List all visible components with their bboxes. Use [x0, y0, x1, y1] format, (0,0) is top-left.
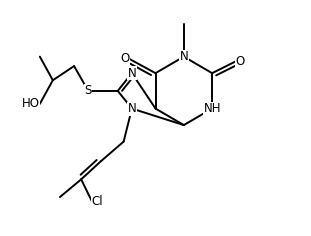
- Text: N: N: [128, 102, 136, 115]
- Text: O: O: [236, 55, 245, 68]
- Text: N: N: [179, 50, 188, 63]
- Text: Cl: Cl: [92, 194, 103, 208]
- Text: S: S: [85, 84, 92, 97]
- Text: N: N: [128, 67, 136, 80]
- Text: HO: HO: [22, 97, 40, 110]
- Text: O: O: [120, 52, 130, 66]
- Text: NH: NH: [203, 102, 221, 115]
